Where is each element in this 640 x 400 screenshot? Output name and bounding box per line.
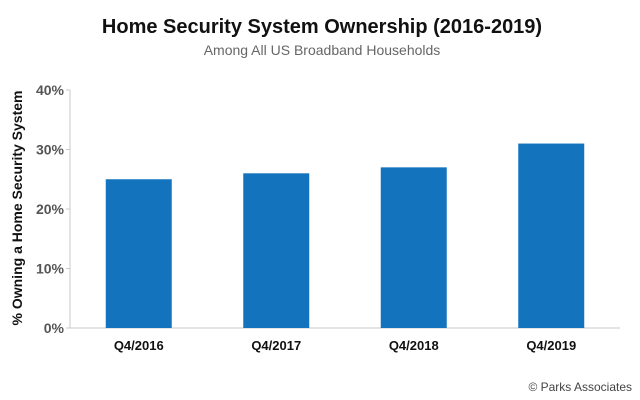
x-axis-ticks: Q4/2016 Q4/2017 Q4/2018 Q4/2019 (114, 338, 576, 353)
bar (243, 173, 310, 328)
y-tick-label: 40% (36, 82, 65, 98)
x-tick-label: Q4/2018 (389, 338, 439, 353)
chart-title: Home Security System Ownership (2016-201… (102, 16, 542, 38)
bar (518, 143, 585, 328)
y-tick-label: 30% (36, 142, 65, 158)
bar (380, 167, 447, 328)
y-axis-ticks: 0% 10% 20% 30% 40% (36, 82, 70, 336)
x-tick-label: Q4/2017 (251, 338, 301, 353)
bars (105, 143, 585, 328)
y-axis-label: % Owning a Home Security System (9, 91, 25, 326)
y-tick-label: 10% (36, 261, 65, 277)
x-tick-label: Q4/2019 (526, 338, 576, 353)
copyright-text: © Parks Associates (528, 380, 632, 394)
y-tick-label: 20% (36, 201, 65, 217)
x-tick-label: Q4/2016 (114, 338, 164, 353)
y-tick-label: 0% (44, 320, 65, 336)
chart-subtitle: Among All US Broadband Households (204, 42, 441, 58)
bar (105, 179, 172, 328)
